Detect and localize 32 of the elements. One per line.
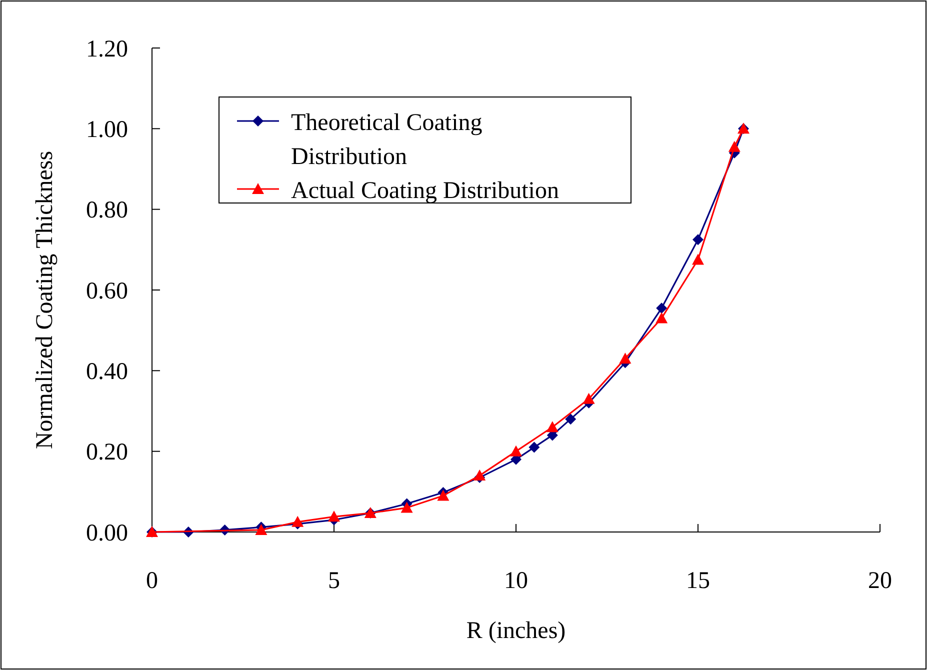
y-tick-label: 0.60 — [86, 278, 128, 304]
x-tick-label: 5 — [328, 568, 340, 594]
point — [510, 445, 522, 456]
point — [619, 352, 632, 364]
point — [692, 234, 704, 246]
point — [328, 510, 340, 522]
x-tick-label: 20 — [868, 568, 892, 594]
point — [400, 502, 413, 513]
legend-label: Theoretical Coating Distribution — [291, 110, 482, 170]
point — [565, 414, 576, 425]
point — [656, 312, 668, 324]
y-axis-title: Normalized Coating Thickness — [32, 150, 58, 450]
point — [656, 302, 668, 314]
x-axis-title: R (inches) — [466, 618, 566, 644]
x-tick-label: 10 — [504, 568, 528, 594]
point — [474, 470, 486, 481]
y-tick-label: 0.00 — [86, 520, 128, 546]
x-tick-label: 0 — [146, 568, 158, 594]
point — [528, 442, 540, 453]
point — [692, 254, 704, 265]
x-tick-label: 15 — [686, 568, 710, 594]
y-tick-label: 1.20 — [86, 36, 128, 62]
point — [292, 516, 304, 527]
y-tick-label: 1.00 — [86, 117, 128, 144]
point — [546, 421, 558, 432]
point — [728, 140, 740, 152]
y-tick-label: 0.80 — [86, 198, 128, 224]
point — [437, 490, 450, 501]
y-tick-label: 0.20 — [86, 440, 128, 466]
point — [582, 392, 595, 404]
legend-label: Actual Coating Distribution — [291, 178, 559, 204]
y-tick-label: 0.40 — [86, 359, 128, 386]
